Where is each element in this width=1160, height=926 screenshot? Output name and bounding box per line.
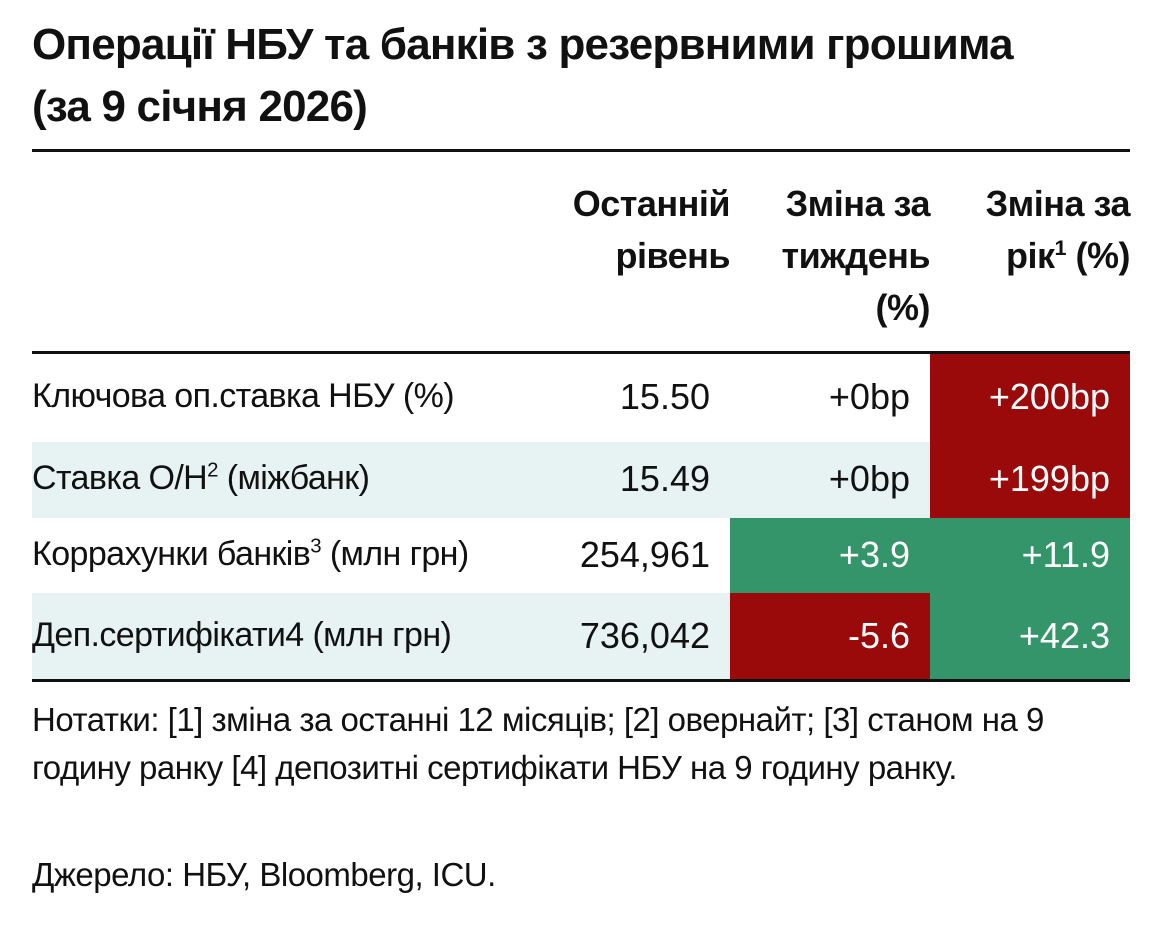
- cell: +11.9: [930, 518, 1130, 593]
- row-label: Ключова оп.ставка НБУ (%): [32, 377, 455, 416]
- cell-value: 736,042: [579, 614, 710, 656]
- row-label-text: Деп.сертифікати4 (млн грн): [32, 615, 452, 654]
- row-label-text: Ключова оп.ставка НБУ (%): [32, 377, 455, 415]
- row-label-text: (міжбанк): [226, 459, 370, 497]
- cell-value: +3.9: [838, 533, 910, 575]
- superscript: 2: [207, 459, 218, 482]
- cell: +0bp: [730, 442, 930, 518]
- cell: +200bp: [930, 354, 1130, 442]
- cell: +0bp: [730, 354, 930, 442]
- title: Операції НБУ та банків з резервними грош…: [32, 20, 1014, 131]
- column-header-text: Останній рівень: [572, 183, 731, 276]
- row-label: Деп.сертифікати4 (млн грн): [32, 615, 452, 655]
- table-row: Деп.сертифікати4 (млн грн) 736,042 -5.6 +42…: [32, 593, 1130, 680]
- table-row: Ставка О/Н2 (міжбанк) 15.49 +0bp +199bp: [32, 442, 1130, 518]
- row-label-text: Ставка О/Н: [32, 459, 208, 497]
- column-header: Зміна за рік1 (%): [930, 178, 1131, 282]
- column-header-text: Зміна за тиждень (%): [781, 183, 930, 328]
- cell: 736,042: [540, 593, 730, 680]
- source: Джерело: НБУ, Bloomberg, ICU.: [32, 856, 496, 893]
- rule: [32, 149, 1130, 152]
- rule: [32, 351, 1130, 354]
- cell-value: +0bp: [828, 458, 910, 499]
- row-label-text: (млн грн): [329, 534, 469, 573]
- column-header-text: Зміна за рік: [985, 183, 1131, 276]
- cell: 254,961: [540, 518, 730, 593]
- cell-value: +200bp: [988, 376, 1110, 417]
- cell-value: +42.3: [1018, 614, 1110, 656]
- table-row: Коррахунки банків3 (млн грн) 254,961 +3.9 +…: [32, 518, 1130, 593]
- cell: +199bp: [930, 442, 1130, 518]
- cell: 15.49: [540, 442, 730, 518]
- table-row: Ключова оп.ставка НБУ (%) 15.50 +0bp +200bp: [32, 354, 1130, 442]
- cell-value: +199bp: [988, 458, 1110, 499]
- rule: [32, 679, 1130, 682]
- column-header: Зміна за тиждень (%): [730, 178, 930, 334]
- row-label: Коррахунки банків3 (млн грн): [32, 535, 469, 574]
- row-label-text: Коррахунки банків: [32, 534, 311, 573]
- cell: +3.9: [730, 518, 930, 593]
- cell-value: +11.9: [1021, 533, 1110, 575]
- column-header: Останній рівень: [540, 178, 731, 282]
- cell-value: 15.49: [619, 458, 710, 499]
- superscript: 1: [1054, 235, 1066, 260]
- cell-value: 15.50: [619, 376, 710, 417]
- cell-value: 254,961: [579, 533, 710, 575]
- notes: Нотатки: [1] зміна за останні 12 місяців…: [32, 701, 1044, 786]
- superscript: 3: [310, 535, 321, 558]
- cell-value: +0bp: [828, 376, 910, 417]
- cell-value: -5.6: [847, 614, 910, 656]
- cell: 15.50: [540, 354, 730, 442]
- cell: +42.3: [930, 593, 1130, 680]
- row-label: Ставка О/Н2 (міжбанк): [32, 459, 370, 498]
- cell: -5.6: [730, 593, 930, 680]
- column-header-text: (%): [1075, 235, 1131, 276]
